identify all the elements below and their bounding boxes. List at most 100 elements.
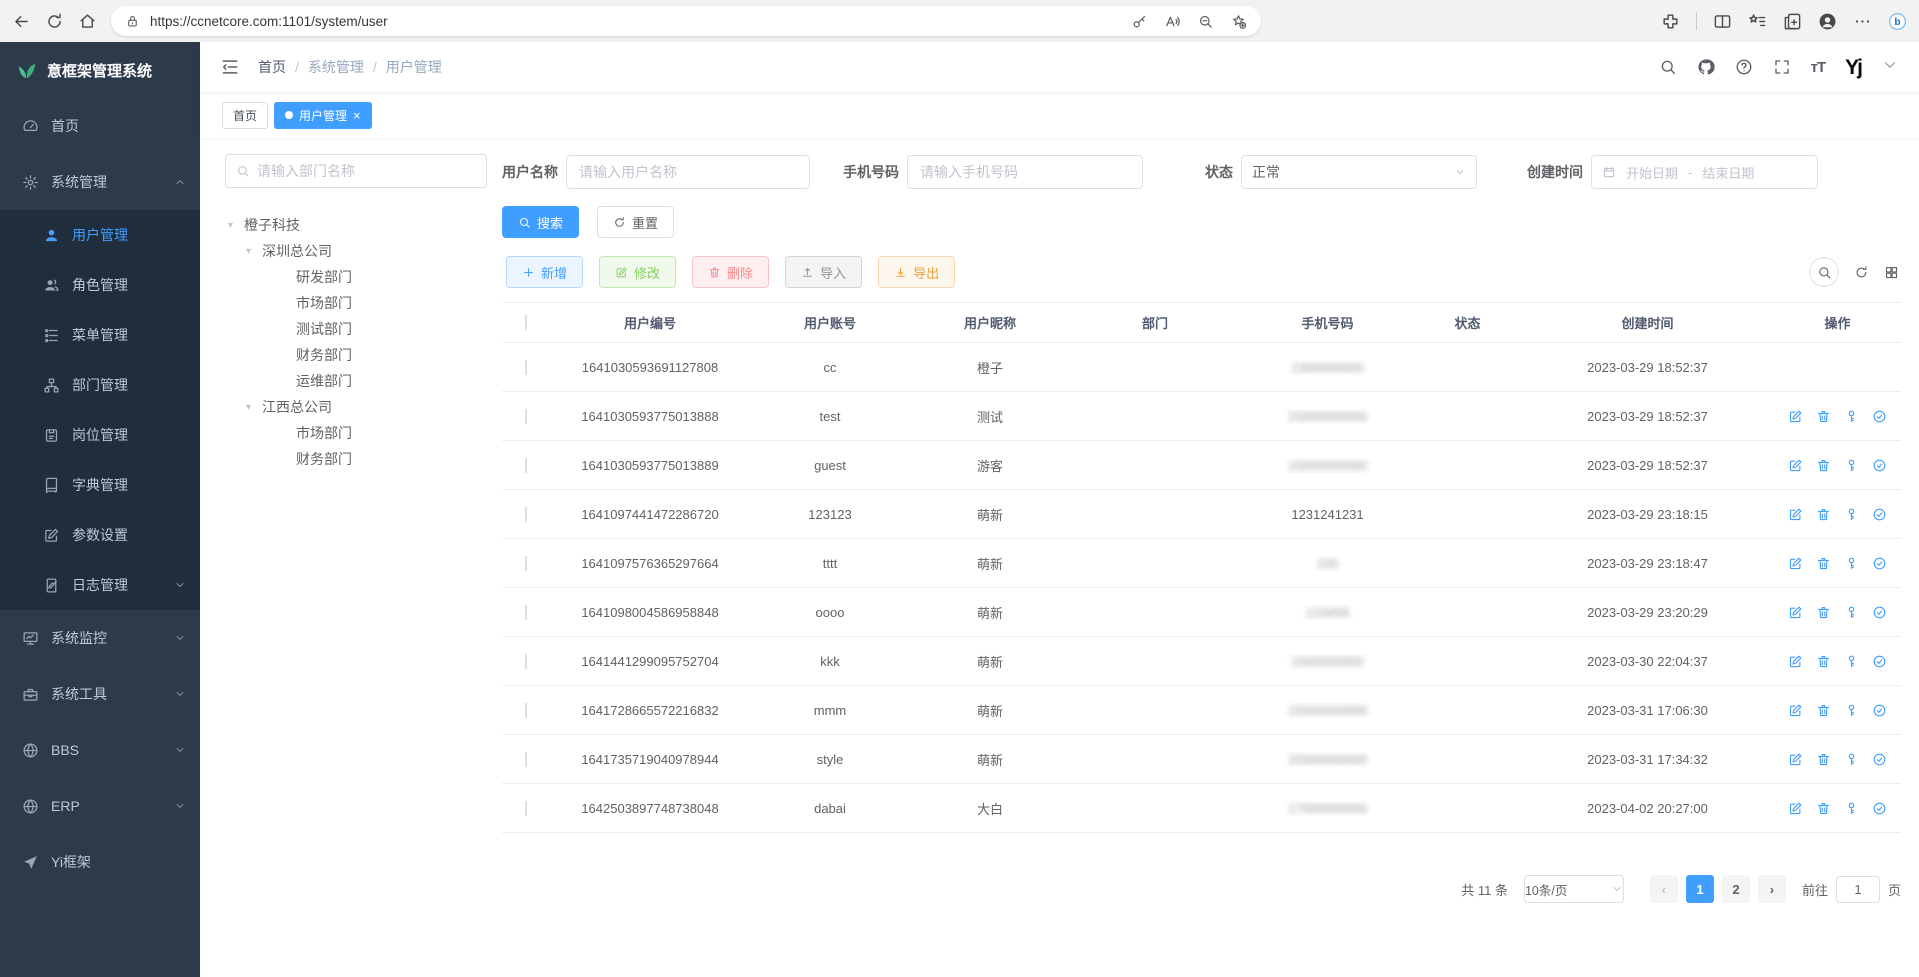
collapse-sidebar-icon[interactable] [220, 57, 240, 77]
row-checkbox[interactable] [525, 751, 527, 767]
next-page-button[interactable]: › [1757, 875, 1786, 903]
delete-icon[interactable] [1816, 605, 1831, 620]
address-bar[interactable]: https://ccnetcore.com:1101/system/user [111, 6, 1261, 36]
tree-node[interactable]: ▾ 财务部门 [225, 342, 487, 368]
collections-icon[interactable] [1783, 12, 1802, 31]
tree-node[interactable]: ▾ 江西总公司 [225, 394, 487, 420]
reset-password-key-icon[interactable] [1844, 703, 1859, 718]
sidebar-item-yi-framework[interactable]: Yi框架 [0, 834, 200, 890]
browser-back-icon[interactable] [12, 12, 31, 31]
edit-icon[interactable] [1788, 458, 1803, 473]
reset-password-key-icon[interactable] [1844, 752, 1859, 767]
row-checkbox[interactable] [525, 506, 527, 522]
tree-caret-icon[interactable]: ▾ [246, 245, 252, 257]
row-checkbox[interactable] [525, 653, 527, 669]
sidebar-item-departments[interactable]: 部门管理 [0, 360, 200, 410]
sidebar-item-home[interactable]: 首页 [0, 98, 200, 154]
browser-refresh-icon[interactable] [45, 12, 64, 31]
copilot-icon[interactable]: b [1888, 12, 1907, 31]
delete-icon[interactable] [1816, 556, 1831, 571]
tab-user-management[interactable]: 用户管理 × [274, 101, 372, 129]
tree-node[interactable]: ▾ 橙子科技 [225, 212, 487, 238]
reset-password-key-icon[interactable] [1844, 409, 1859, 424]
assign-role-check-icon[interactable] [1872, 605, 1887, 620]
row-checkbox[interactable] [525, 604, 527, 620]
tree-node[interactable]: ▾ 深圳总公司 [225, 238, 487, 264]
assign-role-check-icon[interactable] [1872, 654, 1887, 669]
tree-node[interactable]: ▾ 市场部门 [225, 290, 487, 316]
delete-icon[interactable] [1816, 703, 1831, 718]
fullscreen-icon[interactable] [1773, 58, 1791, 76]
assign-role-check-icon[interactable] [1872, 507, 1887, 522]
add-button[interactable]: 新增 [506, 256, 584, 288]
sidebar-item-dictionary[interactable]: 字典管理 [0, 460, 200, 510]
export-button[interactable]: 导出 [878, 256, 956, 288]
tree-node[interactable]: ▾ 财务部门 [225, 446, 487, 472]
refresh-table-icon[interactable] [1854, 265, 1869, 280]
sidebar-item-system[interactable]: 系统管理 [0, 154, 200, 210]
page-1-button[interactable]: 1 [1685, 875, 1714, 903]
department-search-input[interactable] [257, 163, 476, 179]
delete-icon[interactable] [1816, 507, 1831, 522]
row-checkbox[interactable] [525, 457, 527, 473]
zoom-out-icon[interactable] [1197, 13, 1214, 30]
modify-button[interactable]: 修改 [599, 256, 677, 288]
favorites-icon[interactable] [1748, 12, 1767, 31]
user-avatar[interactable]: Yj [1845, 55, 1863, 79]
reset-password-key-icon[interactable] [1844, 605, 1859, 620]
reset-password-key-icon[interactable] [1844, 556, 1859, 571]
tab-close-icon[interactable]: × [353, 107, 361, 123]
column-settings-icon[interactable] [1884, 265, 1899, 280]
import-button[interactable]: 导入 [785, 256, 863, 288]
tree-node[interactable]: ▾ 市场部门 [225, 420, 487, 446]
select-all-checkbox[interactable] [525, 315, 527, 330]
tree-node[interactable]: ▾ 运维部门 [225, 368, 487, 394]
search-button[interactable]: 搜索 [502, 206, 580, 238]
assign-role-check-icon[interactable] [1872, 703, 1887, 718]
avatar-caret-icon[interactable] [1881, 56, 1899, 74]
department-search[interactable] [225, 154, 487, 188]
github-icon[interactable] [1697, 58, 1715, 76]
date-range-picker[interactable]: 开始日期 - 结束日期 [1591, 155, 1818, 189]
browser-home-icon[interactable] [78, 12, 97, 31]
show-search-toggle-button[interactable] [1809, 257, 1839, 287]
reset-password-key-icon[interactable] [1844, 801, 1859, 816]
delete-icon[interactable] [1816, 409, 1831, 424]
prev-page-button[interactable]: ‹ [1649, 875, 1678, 903]
row-checkbox[interactable] [525, 800, 527, 816]
add-favorite-icon[interactable] [1230, 13, 1247, 30]
page-size-select[interactable]: 10条/页 [1523, 875, 1624, 903]
sidebar-item-posts[interactable]: 岗位管理 [0, 410, 200, 460]
edit-icon[interactable] [1788, 409, 1803, 424]
assign-role-check-icon[interactable] [1872, 801, 1887, 816]
status-select[interactable]: 正常 [1241, 155, 1477, 189]
profile-avatar-icon[interactable] [1818, 12, 1837, 31]
search-icon[interactable] [1659, 58, 1677, 76]
sidebar-item-parameters[interactable]: 参数设置 [0, 510, 200, 560]
font-size-icon[interactable]: тT [1810, 58, 1826, 76]
assign-role-check-icon[interactable] [1872, 752, 1887, 767]
sidebar-item-menus[interactable]: 菜单管理 [0, 310, 200, 360]
sidebar-item-users[interactable]: 用户管理 [0, 210, 200, 260]
sidebar-item-tools[interactable]: 系统工具 [0, 666, 200, 722]
help-icon[interactable] [1735, 58, 1753, 76]
edit-icon[interactable] [1788, 801, 1803, 816]
row-checkbox[interactable] [525, 408, 527, 424]
tree-node[interactable]: ▾ 研发部门 [225, 264, 487, 290]
reset-password-key-icon[interactable] [1844, 654, 1859, 669]
edit-icon[interactable] [1788, 654, 1803, 669]
tab-home[interactable]: 首页 [222, 101, 269, 129]
edit-icon[interactable] [1788, 703, 1803, 718]
reset-button[interactable]: 重置 [597, 206, 675, 238]
url-text[interactable]: https://ccnetcore.com:1101/system/user [150, 13, 388, 29]
sidebar-item-erp[interactable]: ERP [0, 778, 200, 834]
tree-caret-icon[interactable]: ▾ [228, 219, 234, 231]
breadcrumb-system[interactable]: 系统管理 [307, 59, 364, 75]
sidebar-item-roles[interactable]: 角色管理 [0, 260, 200, 310]
edit-icon[interactable] [1788, 556, 1803, 571]
delete-icon[interactable] [1816, 752, 1831, 767]
read-aloud-icon[interactable] [1164, 13, 1181, 30]
sidebar-item-logs[interactable]: 日志管理 [0, 560, 200, 610]
assign-role-check-icon[interactable] [1872, 458, 1887, 473]
edit-icon[interactable] [1788, 507, 1803, 522]
